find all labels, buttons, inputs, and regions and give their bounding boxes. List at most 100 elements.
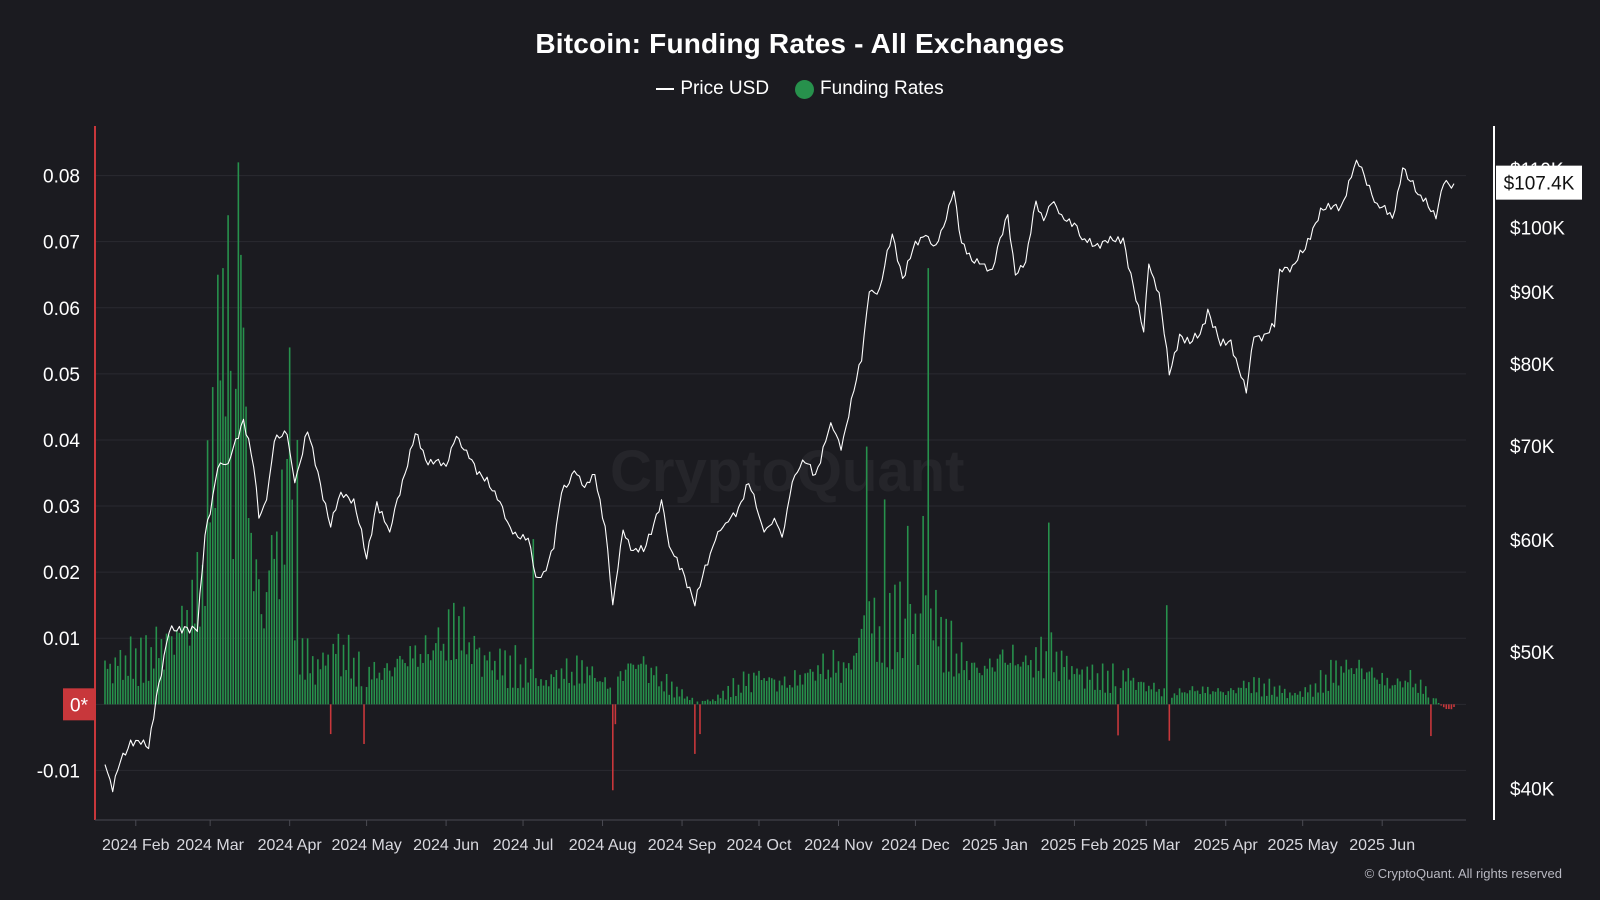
funding-bar xyxy=(1283,688,1286,705)
funding-bar xyxy=(155,626,158,705)
funding-bar xyxy=(1445,704,1448,710)
funding-bar xyxy=(876,661,878,705)
funding-bar xyxy=(1109,692,1112,705)
funding-bar xyxy=(529,668,532,705)
funding-bar xyxy=(299,674,301,705)
funding-bar xyxy=(1324,674,1327,705)
funding-bar xyxy=(709,701,712,705)
funding-bar xyxy=(1019,666,1022,705)
funding-bar xyxy=(517,688,519,705)
funding-bar xyxy=(1209,694,1212,705)
copyright-note: © CryptoQuant. All rights reserved xyxy=(1364,866,1562,881)
funding-bar xyxy=(550,674,553,705)
funding-bar xyxy=(1099,689,1101,705)
funding-bar xyxy=(799,674,801,705)
funding-bar xyxy=(1040,636,1042,705)
funding-bar xyxy=(804,673,806,705)
funding-bar xyxy=(1165,605,1168,705)
funding-bar xyxy=(1332,682,1335,705)
funding-bar xyxy=(224,416,227,705)
funding-bar xyxy=(1268,678,1271,705)
y-right-tick-label: $60K xyxy=(1510,531,1555,552)
zero-badge-label: 0* xyxy=(70,695,89,716)
x-tick-label: 2025 May xyxy=(1268,837,1338,854)
funding-bar xyxy=(1212,691,1214,705)
funding-bar xyxy=(765,680,768,705)
funding-bar xyxy=(1224,695,1227,705)
funding-bar xyxy=(1294,692,1296,705)
funding-bar xyxy=(681,689,683,705)
funding-bar xyxy=(232,559,235,705)
funding-bar xyxy=(450,660,453,705)
funding-bar xyxy=(755,675,758,705)
funding-bar xyxy=(1450,704,1453,710)
funding-bar xyxy=(883,499,886,705)
funding-bar xyxy=(1278,685,1281,705)
funding-bar xyxy=(714,701,717,705)
funding-bar xyxy=(758,670,760,705)
funding-bar xyxy=(1296,694,1299,705)
funding-bar xyxy=(1409,670,1412,705)
funding-bar xyxy=(968,680,971,705)
funding-bar xyxy=(827,669,830,705)
funding-bar xyxy=(1101,663,1104,705)
y-right-tick-label: $80K xyxy=(1510,355,1555,376)
funding-bar xyxy=(796,685,799,705)
funding-bar xyxy=(1394,684,1396,705)
funding-bar xyxy=(250,532,252,705)
x-tick-label: 2025 Mar xyxy=(1112,837,1180,854)
funding-bar xyxy=(794,670,796,705)
funding-bar xyxy=(111,683,114,705)
funding-bar xyxy=(1199,693,1201,705)
legend-item-price[interactable]: Price USD xyxy=(656,78,769,100)
y-left-tick-label: 0.01 xyxy=(43,629,80,650)
funding-bar xyxy=(540,679,542,705)
funding-bar xyxy=(206,440,209,705)
funding-bar xyxy=(1440,704,1442,706)
funding-bar xyxy=(242,327,245,705)
funding-bar xyxy=(891,669,894,705)
funding-bar xyxy=(696,701,699,705)
funding-bar xyxy=(922,515,924,705)
funding-bar xyxy=(637,664,640,705)
funding-bar xyxy=(801,684,804,705)
funding-bar xyxy=(1255,692,1258,705)
funding-bar xyxy=(514,645,517,705)
x-tick-label: 2025 Jan xyxy=(962,837,1028,854)
funding-bar xyxy=(894,584,896,705)
funding-bar xyxy=(147,680,150,705)
funding-bar xyxy=(1055,651,1058,705)
funding-bar xyxy=(268,570,270,705)
funding-bar xyxy=(396,658,399,705)
funding-bar xyxy=(1317,692,1319,705)
funding-bar xyxy=(986,668,989,705)
y-left-tick-label: 0.07 xyxy=(43,233,80,254)
zero-badge xyxy=(63,688,95,721)
funding-bar xyxy=(1389,688,1391,705)
funding-bar xyxy=(506,688,509,705)
funding-bar xyxy=(647,683,650,705)
chart-title: Bitcoin: Funding Rates - All Exchanges xyxy=(535,28,1065,59)
x-tick-label: 2024 Feb xyxy=(102,837,170,854)
funding-bar xyxy=(983,665,986,705)
funding-bar xyxy=(291,499,294,705)
x-tick-label: 2025 Feb xyxy=(1041,837,1109,854)
funding-bar xyxy=(1150,689,1153,705)
legend-item-funding[interactable]: Funding Rates xyxy=(795,78,944,100)
funding-bar xyxy=(960,642,963,705)
funding-bar xyxy=(222,268,224,705)
funding-bar xyxy=(576,655,578,705)
legend-label-price: Price USD xyxy=(680,78,770,99)
x-tick-label: 2024 Jul xyxy=(493,837,554,854)
funding-bar xyxy=(217,274,219,705)
funding-bar xyxy=(1106,670,1109,705)
funding-bar xyxy=(812,671,814,705)
funding-bar xyxy=(193,623,196,705)
funding-bar xyxy=(1281,692,1283,705)
funding-bar xyxy=(1130,680,1132,705)
funding-bar xyxy=(622,680,624,705)
x-tick-label: 2025 Apr xyxy=(1194,837,1259,854)
funding-bar xyxy=(150,647,152,705)
funding-bar xyxy=(240,254,242,705)
funding-bar xyxy=(476,649,478,705)
